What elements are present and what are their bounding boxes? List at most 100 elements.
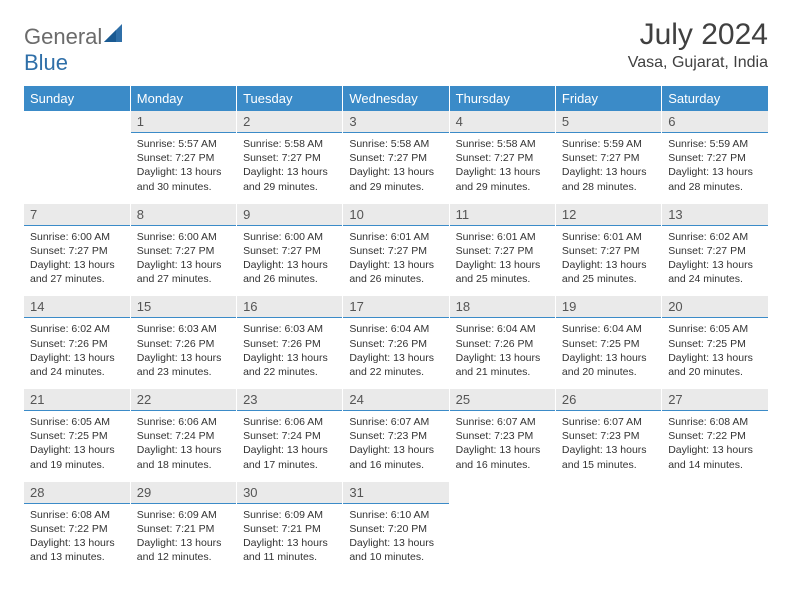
day-number: 9 [237, 204, 342, 226]
day-line: Sunrise: 6:04 AM [456, 322, 549, 336]
day-line: Sunset: 7:22 PM [668, 429, 762, 443]
calendar-day-cell: 25Sunrise: 6:07 AMSunset: 7:23 PMDayligh… [449, 389, 555, 482]
day-line: Sunset: 7:21 PM [243, 522, 336, 536]
day-line: Sunrise: 6:02 AM [668, 230, 762, 244]
day-line: Daylight: 13 hours [562, 165, 655, 179]
day-line: and 27 minutes. [30, 272, 124, 286]
day-line: Sunset: 7:25 PM [30, 429, 124, 443]
day-line: and 27 minutes. [137, 272, 230, 286]
calendar-week-row: 14Sunrise: 6:02 AMSunset: 7:26 PMDayligh… [24, 296, 768, 389]
day-line: Daylight: 13 hours [349, 536, 442, 550]
calendar-day-cell: 15Sunrise: 6:03 AMSunset: 7:26 PMDayligh… [130, 296, 236, 389]
day-line: and 26 minutes. [243, 272, 336, 286]
day-line: Sunset: 7:22 PM [30, 522, 124, 536]
weekday-header: Thursday [449, 86, 555, 111]
day-content: Sunrise: 6:00 AMSunset: 7:27 PMDaylight:… [131, 226, 236, 297]
calendar-week-row: 28Sunrise: 6:08 AMSunset: 7:22 PMDayligh… [24, 482, 768, 575]
day-line: Daylight: 13 hours [349, 351, 442, 365]
day-number: 25 [450, 389, 555, 411]
calendar-day-cell: 7Sunrise: 6:00 AMSunset: 7:27 PMDaylight… [24, 204, 130, 297]
day-content: Sunrise: 6:06 AMSunset: 7:24 PMDaylight:… [237, 411, 342, 482]
calendar-day-cell: 14Sunrise: 6:02 AMSunset: 7:26 PMDayligh… [24, 296, 130, 389]
day-line: Sunrise: 6:08 AM [30, 508, 124, 522]
day-line: and 14 minutes. [668, 458, 762, 472]
day-line: Sunset: 7:27 PM [243, 151, 336, 165]
calendar-table: Sunday Monday Tuesday Wednesday Thursday… [24, 86, 768, 574]
day-line: Sunrise: 6:05 AM [30, 415, 124, 429]
day-number: 13 [662, 204, 768, 226]
calendar-day-cell: 29Sunrise: 6:09 AMSunset: 7:21 PMDayligh… [130, 482, 236, 575]
day-content: Sunrise: 6:06 AMSunset: 7:24 PMDaylight:… [131, 411, 236, 482]
day-line: Daylight: 13 hours [137, 165, 230, 179]
day-content [24, 118, 130, 182]
calendar-day-cell: 17Sunrise: 6:04 AMSunset: 7:26 PMDayligh… [343, 296, 449, 389]
calendar-day-cell: 16Sunrise: 6:03 AMSunset: 7:26 PMDayligh… [237, 296, 343, 389]
calendar-day-cell: 27Sunrise: 6:08 AMSunset: 7:22 PMDayligh… [662, 389, 768, 482]
day-line: Sunset: 7:27 PM [137, 151, 230, 165]
day-content: Sunrise: 6:08 AMSunset: 7:22 PMDaylight:… [662, 411, 768, 482]
day-line: Sunset: 7:27 PM [456, 244, 549, 258]
day-line: Daylight: 13 hours [456, 443, 549, 457]
day-number: 15 [131, 296, 236, 318]
day-number: 26 [556, 389, 661, 411]
day-number: 4 [450, 111, 555, 133]
day-line: Sunrise: 6:07 AM [562, 415, 655, 429]
day-line: and 19 minutes. [30, 458, 124, 472]
day-content: Sunrise: 6:01 AMSunset: 7:27 PMDaylight:… [343, 226, 448, 297]
day-line: Daylight: 13 hours [30, 536, 124, 550]
day-number: 12 [556, 204, 661, 226]
day-line: Sunrise: 6:01 AM [562, 230, 655, 244]
calendar-day-cell: 3Sunrise: 5:58 AMSunset: 7:27 PMDaylight… [343, 111, 449, 204]
day-line: and 12 minutes. [137, 550, 230, 564]
day-content: Sunrise: 6:10 AMSunset: 7:20 PMDaylight:… [343, 504, 448, 575]
day-line: Sunrise: 6:06 AM [137, 415, 230, 429]
day-content: Sunrise: 6:04 AMSunset: 7:26 PMDaylight:… [450, 318, 555, 389]
calendar-day-cell: 10Sunrise: 6:01 AMSunset: 7:27 PMDayligh… [343, 204, 449, 297]
day-number: 16 [237, 296, 342, 318]
day-line: and 25 minutes. [456, 272, 549, 286]
day-line: and 24 minutes. [30, 365, 124, 379]
calendar-day-cell: 21Sunrise: 6:05 AMSunset: 7:25 PMDayligh… [24, 389, 130, 482]
day-content [556, 489, 661, 553]
calendar-day-cell: 26Sunrise: 6:07 AMSunset: 7:23 PMDayligh… [555, 389, 661, 482]
calendar-day-cell: 20Sunrise: 6:05 AMSunset: 7:25 PMDayligh… [662, 296, 768, 389]
day-content: Sunrise: 6:07 AMSunset: 7:23 PMDaylight:… [450, 411, 555, 482]
calendar-day-cell: 24Sunrise: 6:07 AMSunset: 7:23 PMDayligh… [343, 389, 449, 482]
day-line: Sunrise: 6:09 AM [243, 508, 336, 522]
day-line: Sunset: 7:27 PM [137, 244, 230, 258]
day-line: Sunrise: 6:04 AM [349, 322, 442, 336]
day-line: Sunset: 7:20 PM [349, 522, 442, 536]
day-line: Sunset: 7:27 PM [668, 244, 762, 258]
day-number: 23 [237, 389, 342, 411]
day-content: Sunrise: 6:02 AMSunset: 7:27 PMDaylight:… [662, 226, 768, 297]
day-line: Daylight: 13 hours [243, 351, 336, 365]
day-line: Daylight: 13 hours [562, 443, 655, 457]
weekday-header: Wednesday [343, 86, 449, 111]
day-content: Sunrise: 6:08 AMSunset: 7:22 PMDaylight:… [24, 504, 130, 575]
brand-text-a: General [24, 24, 102, 50]
day-line: Sunset: 7:24 PM [137, 429, 230, 443]
day-line: Sunrise: 6:00 AM [137, 230, 230, 244]
calendar-day-cell: 23Sunrise: 6:06 AMSunset: 7:24 PMDayligh… [237, 389, 343, 482]
day-line: and 15 minutes. [562, 458, 655, 472]
day-number: 14 [24, 296, 130, 318]
day-line: Sunset: 7:27 PM [349, 151, 442, 165]
day-line: Daylight: 13 hours [30, 258, 124, 272]
day-line: Sunset: 7:26 PM [243, 337, 336, 351]
day-number: 28 [24, 482, 130, 504]
day-line: Daylight: 13 hours [456, 351, 549, 365]
day-line: Sunset: 7:26 PM [456, 337, 549, 351]
day-line: Sunset: 7:26 PM [30, 337, 124, 351]
day-line: and 29 minutes. [456, 180, 549, 194]
calendar-day-cell: 19Sunrise: 6:04 AMSunset: 7:25 PMDayligh… [555, 296, 661, 389]
day-number: 10 [343, 204, 448, 226]
day-line: Daylight: 13 hours [562, 351, 655, 365]
day-line: Sunrise: 6:09 AM [137, 508, 230, 522]
weekday-header: Saturday [662, 86, 768, 111]
day-content: Sunrise: 6:09 AMSunset: 7:21 PMDaylight:… [131, 504, 236, 575]
day-line: Daylight: 13 hours [137, 351, 230, 365]
day-number: 29 [131, 482, 236, 504]
day-line: and 22 minutes. [243, 365, 336, 379]
day-number [556, 482, 661, 489]
day-line: Sunrise: 6:07 AM [456, 415, 549, 429]
